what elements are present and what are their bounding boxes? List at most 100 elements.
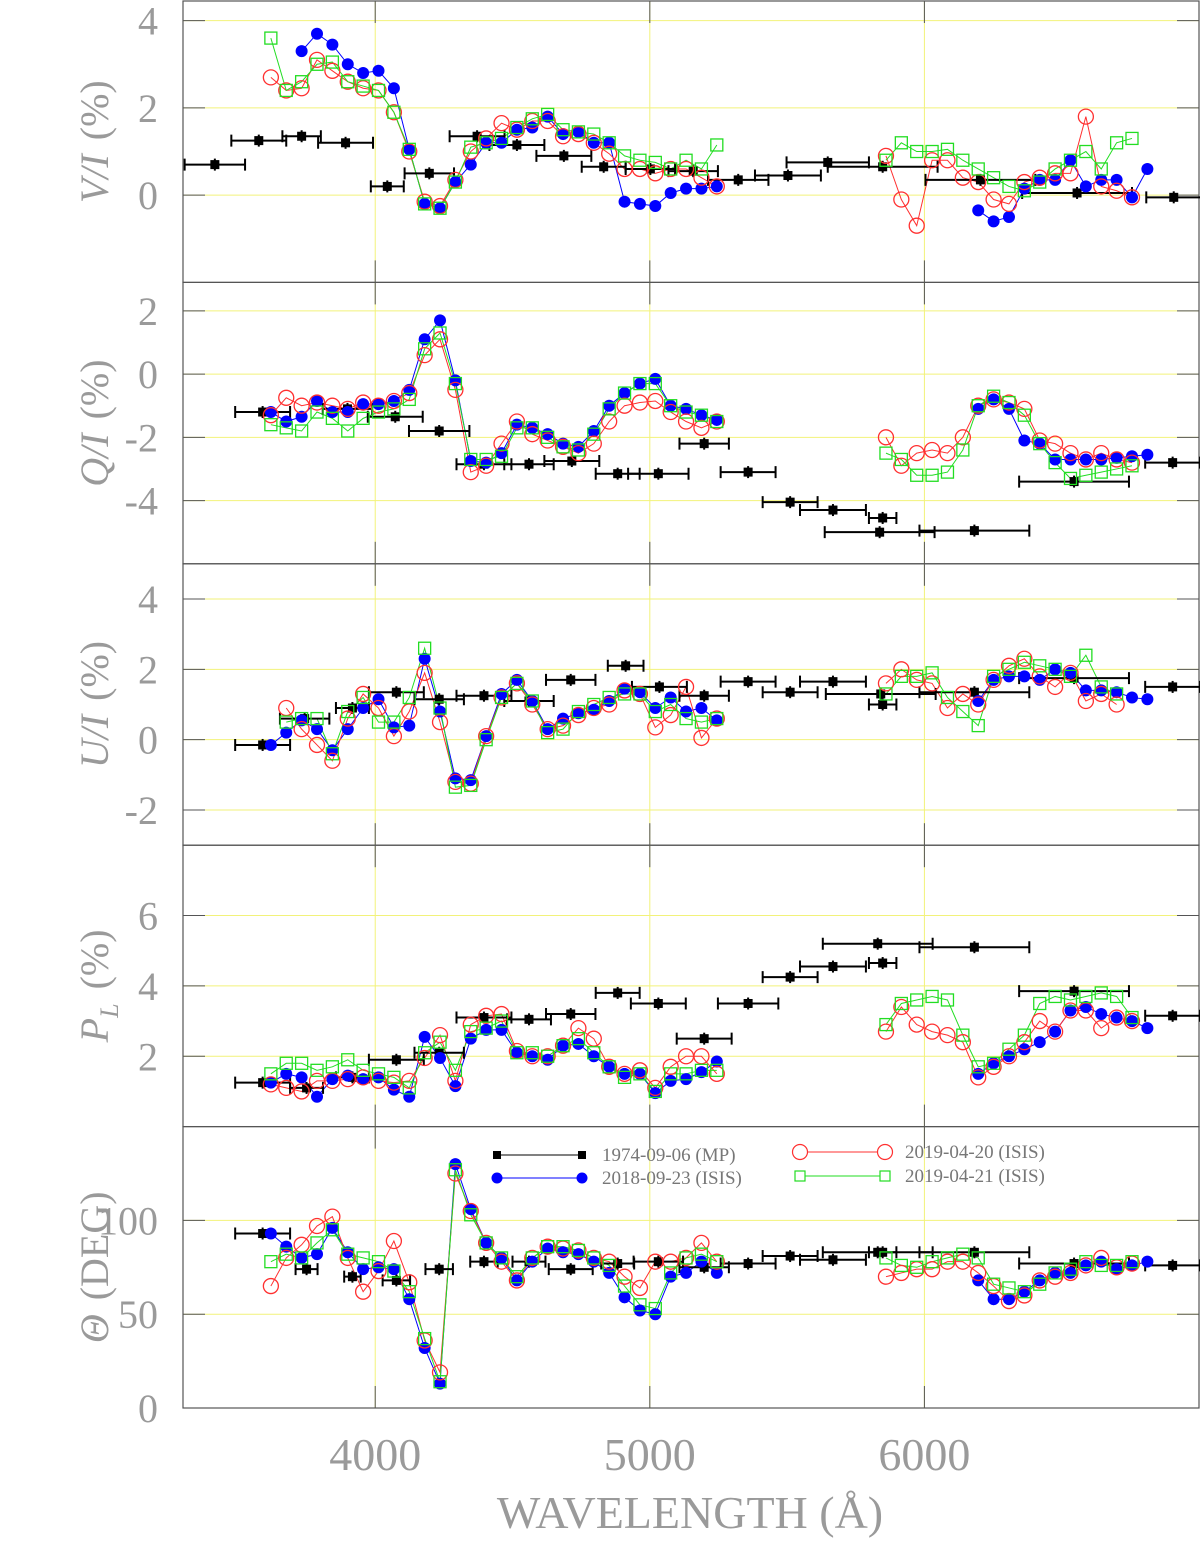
isis-point <box>1002 395 1016 410</box>
isis-point <box>1002 1281 1016 1295</box>
isis-point <box>602 136 616 150</box>
y-label-main: Q/I <box>72 432 117 487</box>
isis-point <box>311 1090 324 1103</box>
isis-point <box>985 671 1002 689</box>
isis-point <box>339 73 356 90</box>
isis-point <box>877 675 895 692</box>
isis-point <box>1031 169 1048 186</box>
isis-point <box>633 197 646 210</box>
isis-point <box>616 682 633 699</box>
isis-point <box>1141 448 1154 461</box>
isis-point <box>524 1249 541 1267</box>
isis-point <box>1125 191 1138 204</box>
isis-point <box>1077 108 1095 125</box>
isis-point <box>264 31 278 45</box>
isis-point <box>1017 655 1032 669</box>
isis-point <box>631 1062 649 1079</box>
isis-point <box>494 449 509 463</box>
y-tick-label: 2 <box>138 86 158 131</box>
isis-point <box>510 1046 523 1059</box>
isis-point <box>495 136 508 149</box>
isis-point <box>417 197 432 211</box>
y-axis-label: PL (%) <box>72 929 124 1043</box>
isis-point <box>403 143 416 156</box>
isis-point <box>1110 1011 1123 1024</box>
mp-point <box>875 527 885 537</box>
isis-point <box>311 1248 324 1261</box>
isis-point <box>602 1060 616 1074</box>
isis-point <box>554 128 572 145</box>
isis-point <box>280 1240 293 1253</box>
isis-point <box>617 386 632 400</box>
isis-point <box>631 1279 649 1297</box>
isis-point <box>493 115 510 132</box>
isis-point <box>371 405 386 419</box>
isis-point <box>939 152 956 169</box>
isis-point <box>1095 453 1108 466</box>
y-tick-label: 4 <box>138 0 158 44</box>
legend-marker <box>879 1170 891 1182</box>
isis-point <box>1110 451 1123 464</box>
isis-point <box>710 714 723 727</box>
mp-point <box>969 526 979 536</box>
isis-point <box>1079 648 1093 662</box>
isis-point <box>371 1255 386 1269</box>
isis-point <box>341 1053 355 1067</box>
isis-point <box>1018 670 1031 683</box>
isis-point <box>693 1234 710 1252</box>
isis-point <box>462 1202 479 1220</box>
isis-point <box>694 715 709 729</box>
isis-point <box>449 176 462 189</box>
isis-point <box>387 1263 400 1276</box>
isis-point <box>556 1240 570 1254</box>
isis-point <box>431 1364 449 1381</box>
isis-point <box>310 711 324 726</box>
isis-point <box>1048 162 1062 176</box>
isis-point <box>1064 1004 1077 1017</box>
isis-point <box>954 1034 971 1051</box>
isis-point <box>894 1258 908 1273</box>
isis-point <box>970 397 987 414</box>
isis-point <box>539 1048 556 1065</box>
isis-point <box>572 1037 585 1050</box>
isis-point <box>264 418 278 432</box>
isis-point <box>602 1258 616 1273</box>
mp-point <box>424 168 434 178</box>
isis-point <box>1031 432 1048 449</box>
isis-point <box>1048 662 1062 676</box>
isis-point <box>694 162 709 176</box>
isis-point <box>939 444 956 462</box>
isis-point <box>462 143 479 160</box>
isis-point <box>986 389 1001 403</box>
isis-point <box>1033 1277 1047 1291</box>
isis-point <box>262 407 280 424</box>
isis-point <box>510 421 524 435</box>
mp-point <box>828 505 838 515</box>
legend-label: 1974-09-06 (MP) <box>602 1145 736 1166</box>
isis-point <box>1063 669 1078 684</box>
isis-point <box>278 1079 295 1097</box>
isis-point <box>1002 662 1016 676</box>
isis-point <box>617 687 632 701</box>
isis-point <box>371 83 386 98</box>
isis-point <box>556 123 570 137</box>
mp-point <box>785 497 795 507</box>
legend-marker <box>876 1143 894 1161</box>
isis-point <box>708 178 725 195</box>
isis-point <box>601 1058 618 1075</box>
isis-point <box>510 1046 524 1060</box>
isis-point <box>601 413 618 430</box>
isis-point <box>923 1261 941 1278</box>
isis-point <box>401 1072 418 1090</box>
isis-point <box>508 413 526 430</box>
isis-point <box>1109 1258 1124 1273</box>
isis-point <box>310 1063 324 1077</box>
mp-point <box>254 136 264 146</box>
isis-point <box>541 430 555 444</box>
isis-point <box>1141 162 1154 175</box>
isis-point <box>447 381 464 399</box>
isis-point <box>418 652 431 665</box>
isis-point <box>879 1251 893 1265</box>
mp-point <box>512 140 522 150</box>
isis-point <box>664 691 677 704</box>
